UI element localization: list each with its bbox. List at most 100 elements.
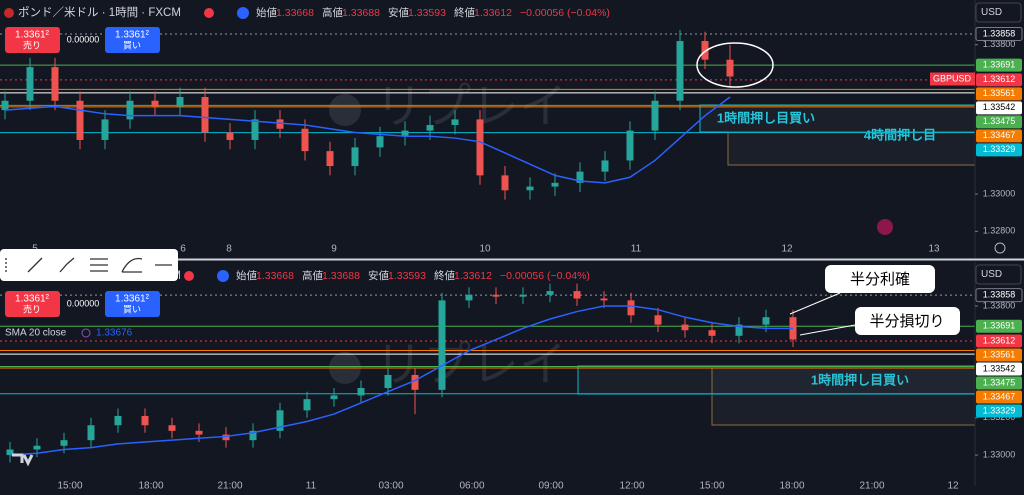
- price-tag-label: 1.33475: [983, 377, 1016, 387]
- spread: 0.00000: [67, 298, 100, 308]
- candle-body: [141, 415, 149, 426]
- x-tick-label: 10: [479, 244, 491, 255]
- candle-body: [651, 100, 659, 131]
- price-tag: [976, 376, 1022, 390]
- candle-body: [168, 425, 176, 431]
- buy-price[interactable]: 1.3361²: [115, 30, 150, 41]
- tv-logo: [12, 453, 34, 467]
- stop-loss-callout: 半分損切り: [799, 307, 960, 336]
- candle-body: [351, 147, 359, 167]
- callout-box: [825, 265, 935, 293]
- price-tag: [976, 87, 1022, 101]
- callout-text: 半分利確: [850, 271, 910, 288]
- callout-text: 半分損切り: [869, 313, 944, 330]
- currency-select[interactable]: [975, 264, 1022, 285]
- candle-body: [526, 186, 534, 191]
- candle-body: [51, 67, 59, 101]
- candle-body: [501, 175, 509, 191]
- candle-body: [151, 100, 159, 107]
- ohlc-text: 1.33593: [388, 270, 426, 282]
- price-tag-label: 1.33691: [983, 321, 1016, 331]
- ohlc-text: −0.00056 (−0.04%): [520, 7, 610, 19]
- candle-body: [87, 425, 95, 441]
- currency-select[interactable]: [975, 2, 1022, 23]
- replay-icon[interactable]: [877, 219, 893, 235]
- candle-body: [576, 171, 584, 183]
- currency-label[interactable]: USD: [981, 269, 1002, 280]
- candle-body: [195, 430, 203, 435]
- candle-body: [401, 130, 409, 137]
- sell-label[interactable]: 売り: [23, 303, 41, 314]
- sell-label[interactable]: 売り: [23, 39, 41, 50]
- eye-icon[interactable]: [217, 270, 229, 282]
- x-tick-label: 11: [631, 244, 642, 255]
- buy-label[interactable]: 買い: [123, 40, 141, 50]
- fan-tool[interactable]: [121, 257, 143, 273]
- buy-label[interactable]: 買い: [123, 304, 141, 314]
- candle-body: [426, 125, 434, 131]
- candle-body: [726, 59, 734, 77]
- x-tick-label: 12: [781, 244, 793, 255]
- buy-button[interactable]: [105, 27, 160, 53]
- price-tag-label: 1.33691: [983, 59, 1016, 69]
- settings-icon[interactable]: [994, 242, 1006, 254]
- ohlc-text: 高値: [302, 269, 323, 282]
- x-tick-label: 8: [226, 244, 232, 255]
- x-tick-label: 13: [928, 244, 940, 255]
- candle-body: [492, 294, 500, 297]
- indicator-icon: [81, 328, 91, 338]
- price-tag: [976, 390, 1022, 404]
- x-tick-label: 21:00: [217, 481, 242, 492]
- zone-box: [711, 367, 976, 426]
- x-tick-label: 9: [331, 244, 337, 255]
- candle-body: [276, 119, 284, 129]
- ohlc-text: 安値: [368, 269, 389, 282]
- sell-button[interactable]: [5, 291, 60, 317]
- ohlc-text: 終値: [434, 269, 455, 282]
- price-tag-label: 1.33329: [983, 405, 1016, 415]
- candle-body: [357, 387, 365, 396]
- status-dot: [184, 271, 194, 281]
- candle-body: [126, 100, 134, 120]
- candle-body: [249, 430, 257, 441]
- sell-price[interactable]: 1.3361²: [15, 30, 50, 41]
- highlight-ellipse: [696, 42, 774, 88]
- price-tag-label: 1.33612: [983, 335, 1016, 345]
- x-tick-label: 21:00: [859, 481, 884, 492]
- trend-line-tool[interactable]: [27, 257, 43, 273]
- candle-body: [76, 100, 84, 140]
- x-tick-label: 06:00: [459, 481, 484, 492]
- candle-body: [60, 440, 68, 446]
- candle-body: [251, 119, 259, 140]
- candle-body: [451, 119, 459, 125]
- buy-price[interactable]: 1.3361²: [115, 294, 150, 305]
- price-tag-label: 1.33542: [983, 363, 1016, 373]
- price-tag: [976, 58, 1022, 72]
- currency-label[interactable]: USD: [981, 7, 1002, 18]
- ray-tool[interactable]: [59, 257, 75, 273]
- ohlc-text: 安値: [388, 6, 409, 19]
- price-tag-label: 1.33561: [983, 88, 1016, 98]
- x-tick-label: 18:00: [138, 481, 163, 492]
- price-tag: [976, 129, 1022, 143]
- candle-body: [701, 41, 709, 60]
- price-tag: [976, 319, 1022, 333]
- ohlc-text: −0.00056 (−0.04%): [500, 270, 590, 282]
- watermark: リプレイ: [375, 339, 567, 392]
- watermark-icon: [329, 94, 361, 126]
- price-tag: [976, 348, 1022, 362]
- candle-body: [627, 300, 635, 316]
- eye-icon[interactable]: [237, 7, 249, 19]
- buy-button[interactable]: [105, 291, 160, 317]
- sell-button[interactable]: [5, 27, 60, 53]
- sell-price[interactable]: 1.3361²: [15, 294, 50, 305]
- y-tick-label: 1.32800: [983, 226, 1016, 236]
- fib-tool[interactable]: [90, 258, 108, 272]
- price-tag: [976, 73, 1022, 87]
- ohlc-text: 高値: [322, 6, 343, 19]
- price-tag: [976, 404, 1022, 418]
- candle-body: [330, 395, 338, 400]
- sma-line: [9, 305, 793, 456]
